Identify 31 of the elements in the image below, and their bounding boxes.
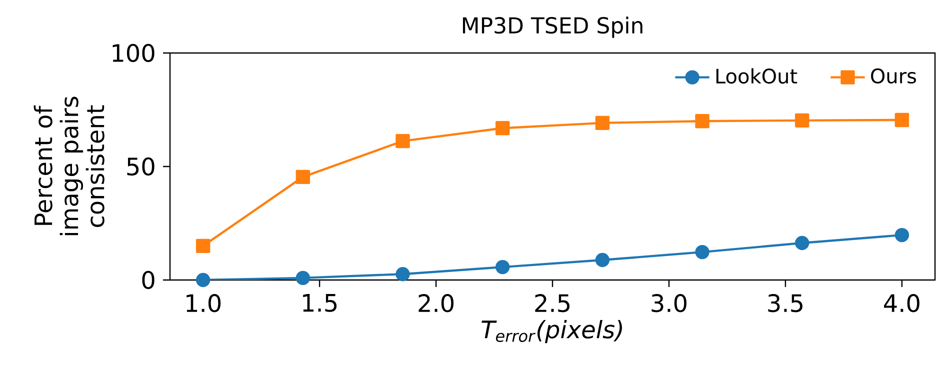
x-tick-label: 2.5 [535, 294, 570, 312]
point [695, 244, 710, 260]
x-tick-label: 1.0 [186, 294, 221, 312]
point [495, 121, 510, 136]
x-tick-label: 3.5 [768, 294, 802, 312]
y-tick-label: 100 [112, 44, 154, 62]
x-tick-label: 1.5 [303, 294, 337, 312]
point [595, 116, 610, 130]
point [196, 272, 210, 288]
y-tick-label: 0 [142, 270, 154, 290]
legend-label: Ours [871, 68, 916, 84]
point [196, 238, 210, 254]
point [296, 270, 310, 286]
x-axis-title: T$_{error}$(pixels) [482, 320, 622, 344]
point [595, 252, 610, 268]
chart-title: MP3D TSED Spin [462, 16, 642, 38]
point [794, 113, 810, 128]
y-axis-title: Percent of image pairs consistent [34, 96, 104, 236]
point [396, 266, 410, 282]
point [695, 114, 710, 128]
x-tick-label: 4.0 [884, 294, 920, 312]
point [296, 170, 310, 184]
point [894, 112, 910, 128]
x-tick-label: 2.0 [418, 294, 454, 312]
point [396, 134, 410, 148]
x-tick-label: 3.0 [652, 294, 686, 312]
point [894, 228, 910, 242]
point [794, 236, 810, 250]
y-tick-label: 50 [127, 157, 154, 176]
point [495, 260, 510, 274]
legend-label: LookOut [716, 68, 798, 84]
